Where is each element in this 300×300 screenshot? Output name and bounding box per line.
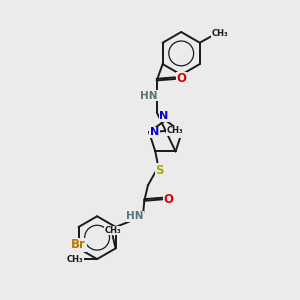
- Text: HN: HN: [140, 91, 157, 101]
- Text: CH₃: CH₃: [211, 29, 228, 38]
- Text: CH₃: CH₃: [167, 126, 183, 135]
- Text: N: N: [159, 111, 169, 121]
- Text: Br: Br: [71, 238, 86, 251]
- Text: O: O: [176, 73, 186, 85]
- Text: CH₃: CH₃: [67, 255, 84, 264]
- Text: HN: HN: [126, 211, 143, 221]
- Text: S: S: [155, 164, 164, 177]
- Text: N: N: [150, 127, 159, 137]
- Text: CH₃: CH₃: [104, 226, 121, 235]
- Text: N: N: [172, 127, 181, 137]
- Text: O: O: [164, 193, 174, 206]
